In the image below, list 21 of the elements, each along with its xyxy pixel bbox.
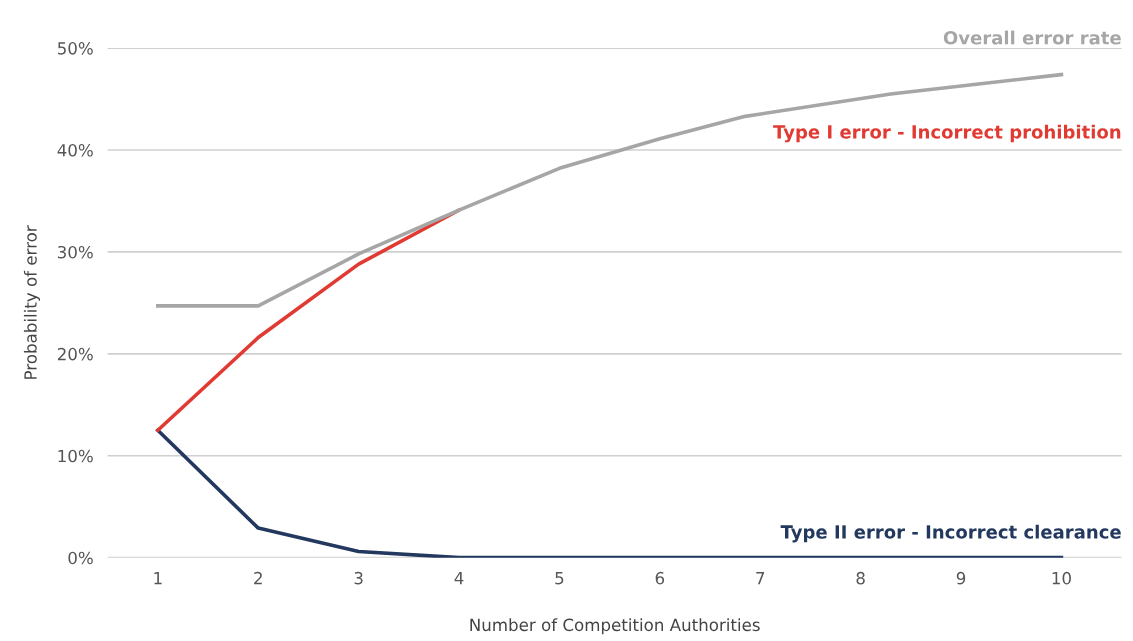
y-tick-label: 50% [57, 42, 93, 55]
x-tick-label: 6 [655, 571, 665, 585]
y-tick-label: 0% [68, 551, 93, 565]
y-tick-label: 30% [57, 245, 93, 259]
x-axis-title: Number of Competition Authorities [470, 618, 760, 635]
x-tick-label: 4 [454, 572, 464, 585]
y-tick-label: 40% [57, 143, 93, 157]
x-tick-label: 2 [254, 571, 262, 585]
text: Type I error - Incorrect prohibition [773, 124, 1121, 143]
x-tick-label: 8 [856, 571, 865, 585]
y-axis-title: Probability of error [23, 225, 41, 379]
y-tick-label: 20% [57, 347, 93, 361]
x-tick-label: 7 [756, 572, 765, 585]
x-tick-label: 9 [956, 571, 966, 585]
x-tick-label: 10 [1052, 571, 1071, 585]
x-tick-label: 3 [354, 571, 363, 585]
x-tick-label: 5 [555, 572, 564, 585]
y-tick-label: 10% [58, 449, 93, 463]
text: Overall error rate [943, 30, 1121, 45]
series-label: Type II error - Incorrect clearance [780, 524, 1121, 543]
x-tick-label: 1 [154, 572, 162, 585]
